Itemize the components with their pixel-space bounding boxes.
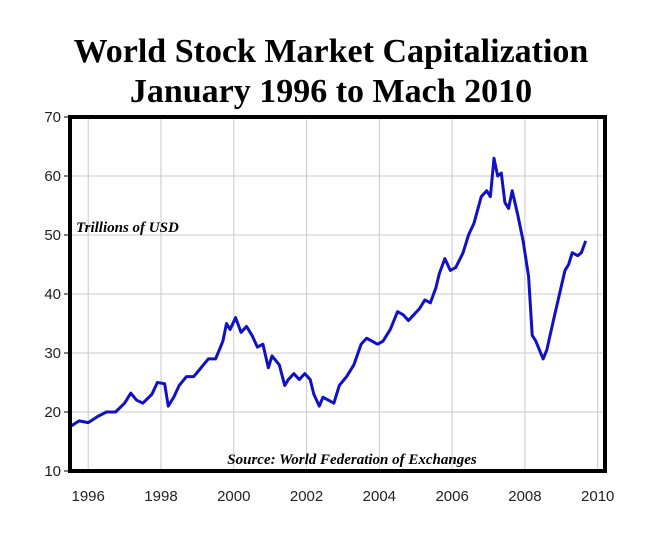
annotation: Trillions of USD xyxy=(76,220,179,236)
chart-title: World Stock Market Capitalization xyxy=(74,33,589,70)
x-tick-label: 1996 xyxy=(72,488,105,505)
x-tick-label: 2008 xyxy=(508,488,541,505)
chart-subtitle: January 1996 to Mach 2010 xyxy=(130,73,532,110)
y-tick-label: 10 xyxy=(44,463,61,480)
x-tick-label: 2002 xyxy=(290,488,323,505)
data-line xyxy=(69,156,588,429)
y-tick-label: 30 xyxy=(44,345,61,362)
x-tick-label: 2000 xyxy=(217,488,250,505)
x-tick-label: 2004 xyxy=(363,488,396,505)
annotation: Source: World Federation of Exchanges xyxy=(227,452,477,468)
y-tick-label: 70 xyxy=(44,109,61,126)
x-tick-label: 2006 xyxy=(435,488,468,505)
axis-frame xyxy=(68,115,607,473)
y-tick-label: 60 xyxy=(44,168,61,185)
x-tick-label: 1998 xyxy=(144,488,177,505)
y-tick-label: 40 xyxy=(44,286,61,303)
y-tick-label: 50 xyxy=(44,227,61,244)
y-tick-label: 20 xyxy=(44,404,61,421)
x-tick-label: 2010 xyxy=(581,488,614,505)
